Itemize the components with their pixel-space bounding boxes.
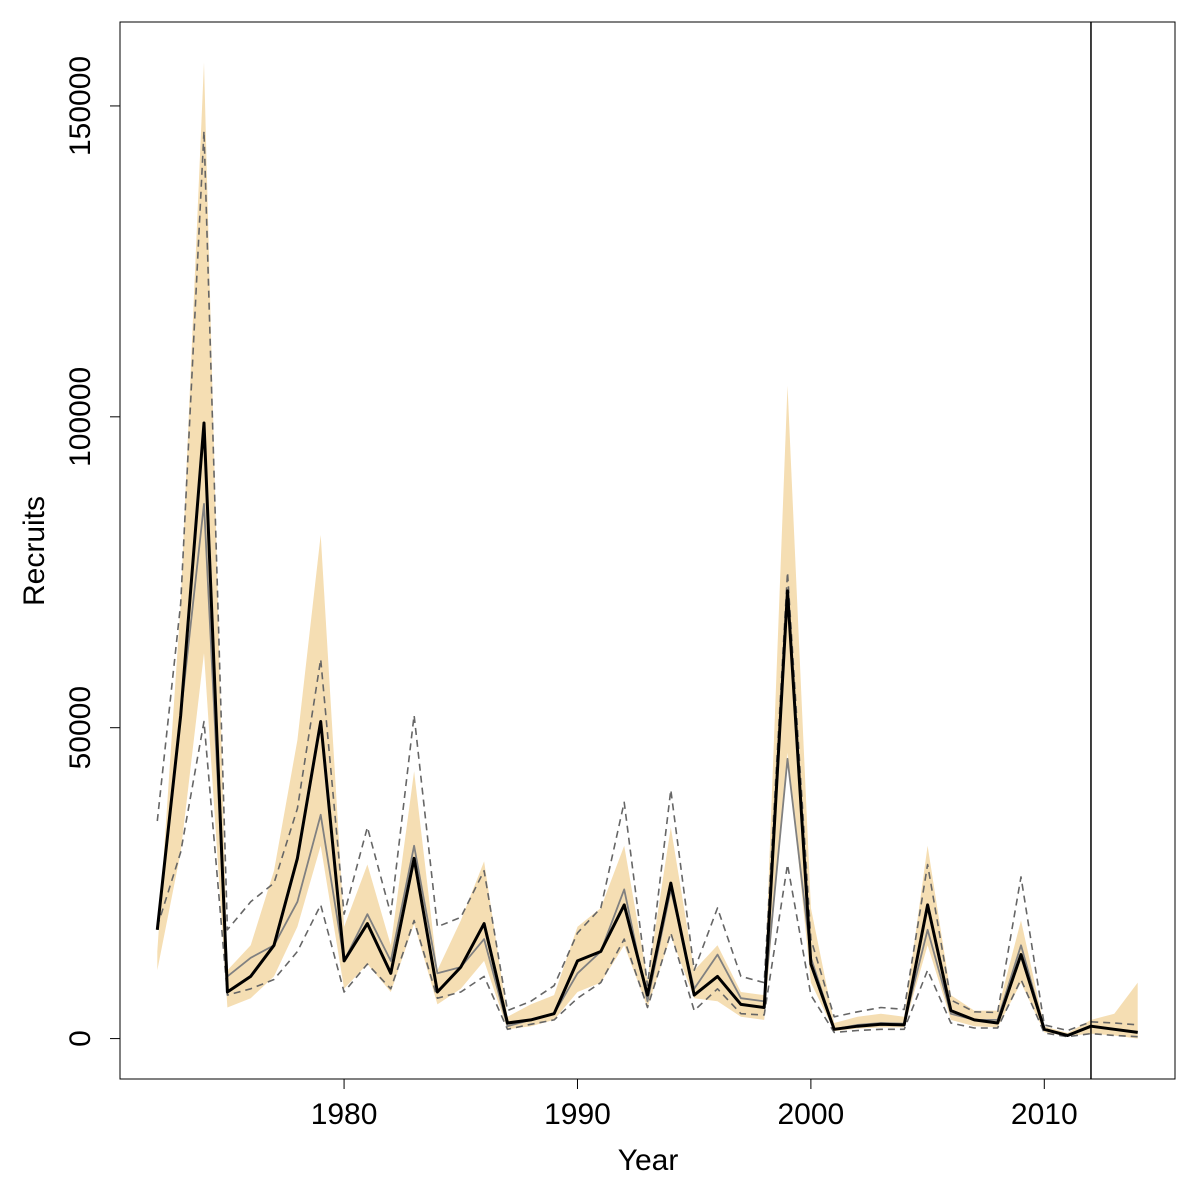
y-axis-title: Recruits (18, 496, 51, 606)
x-tick-label: 2010 (1011, 1098, 1078, 1131)
y-tick-label: 150000 (64, 56, 97, 156)
y-tick-label: 0 (64, 1030, 97, 1047)
confidence-band (157, 62, 1138, 1039)
axes-layer: 1980 1990 2000 2010 0 50000 100000 150000 (64, 56, 1078, 1131)
dashed-lower-line (156, 720, 1138, 1038)
x-axis-title: Year (618, 1144, 679, 1177)
x-tick-label: 1980 (311, 1098, 378, 1131)
x-tick-label: 2000 (778, 1098, 845, 1131)
plot-layer (155, 22, 1138, 1079)
y-tick-label: 50000 (64, 686, 97, 769)
dashed-upper-line (156, 130, 1138, 1032)
y-tick-label: 100000 (64, 367, 97, 467)
main-estimate-line (155, 421, 1138, 1037)
x-tick-label: 1990 (544, 1098, 611, 1131)
